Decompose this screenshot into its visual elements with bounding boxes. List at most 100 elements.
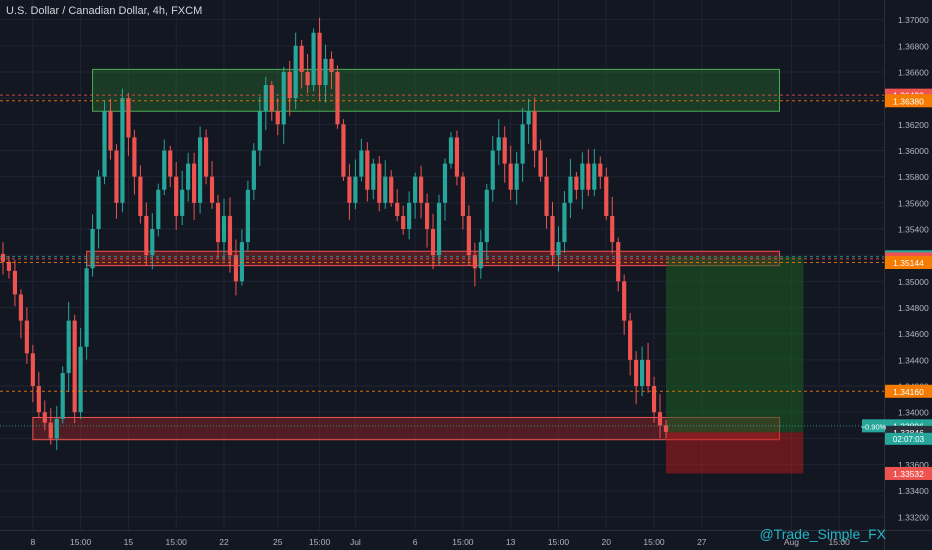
candle-body	[18, 294, 23, 321]
candle-body	[454, 137, 460, 177]
chart-title: U.S. Dollar / Canadian Dollar, 4h, FXCM	[6, 5, 203, 17]
candle-body	[54, 418, 59, 439]
price-label-box	[885, 384, 932, 398]
x-tick-label: 15:00	[309, 537, 331, 547]
candle-body	[436, 202, 442, 256]
y-tick-label: 1.34000	[898, 408, 929, 418]
y-tick-label: 1.33400	[898, 486, 929, 496]
candle-body	[395, 202, 400, 216]
y-tick-label: 1.34600	[898, 329, 929, 339]
y-tick-label: 1.36000	[898, 146, 929, 156]
change-badge	[862, 419, 885, 433]
candle-body	[634, 359, 639, 387]
horizontal-lines-layer	[0, 94, 884, 427]
candle-body	[645, 359, 651, 387]
x-tick-label: 15:00	[548, 537, 570, 547]
candle-body	[126, 98, 131, 138]
watermark: @Trade_Simple_FX	[759, 526, 886, 542]
candle-body	[221, 215, 227, 243]
candle-body	[138, 176, 143, 216]
candle-body	[616, 242, 621, 282]
candle-body	[371, 163, 376, 190]
candle-body	[174, 176, 179, 216]
candle-body	[335, 71, 340, 125]
candle-body	[341, 124, 346, 177]
y-tick-label: 1.35600	[898, 198, 929, 208]
time-axis[interactable]: 8 15:00 15 15:00 22 25 15:00 Jul 6 15:00 13 15:00 20…	[0, 530, 932, 548]
candle-body	[48, 422, 53, 439]
candle-body	[263, 85, 268, 112]
candle-body	[419, 176, 424, 203]
candle-body	[311, 32, 316, 86]
candle-body	[275, 111, 280, 125]
candle-body	[472, 255, 477, 269]
candle-body	[12, 270, 18, 295]
x-tick-label: 8	[30, 537, 35, 547]
candle-body	[407, 202, 412, 230]
candle-body	[6, 261, 12, 271]
candle-body	[287, 71, 292, 99]
candle-body	[478, 242, 483, 269]
candle-body	[359, 150, 364, 177]
candle-body	[78, 346, 83, 413]
candle-body	[120, 98, 125, 203]
candle-body	[538, 150, 543, 177]
candle-body	[30, 353, 35, 387]
zone-rect	[92, 68, 780, 112]
candle-body	[215, 202, 221, 243]
candle-body	[168, 150, 173, 177]
candle-body	[442, 163, 448, 203]
candle-body	[329, 58, 334, 72]
candle-body	[72, 320, 77, 413]
candle-body	[233, 255, 239, 282]
zones-layer	[32, 68, 804, 474]
x-tick-label: 15:00	[166, 537, 188, 547]
candle-body	[532, 111, 537, 151]
candle-body	[317, 32, 322, 86]
position-profit-zone	[665, 256, 804, 433]
candle-body	[144, 215, 149, 256]
candle-body	[466, 215, 471, 256]
candle-body	[383, 176, 388, 203]
price-label-text: 1.35144	[893, 258, 924, 268]
x-tick-label: Aug	[784, 537, 799, 547]
candle-body	[66, 320, 71, 373]
candle-body	[36, 386, 41, 413]
x-tick-label: 15:00	[70, 537, 92, 547]
candle-body	[604, 176, 609, 216]
candle-body	[484, 189, 489, 243]
candle-body	[84, 268, 89, 347]
candle-body	[496, 137, 501, 151]
x-tick-label: 25	[273, 537, 283, 547]
price-label-box	[885, 94, 932, 108]
candle-body	[186, 163, 191, 190]
candle-body	[353, 176, 358, 203]
candle-body	[96, 176, 101, 230]
price-axis[interactable]: 1.370001.368001.366001.364001.362001.360…	[861, 0, 932, 550]
candle-body	[592, 163, 597, 190]
candle-body	[556, 242, 561, 256]
x-tick-label: 27	[697, 537, 707, 547]
y-tick-label: 1.33200	[898, 512, 929, 522]
candle-body	[60, 372, 65, 419]
candle-body	[610, 215, 615, 243]
countdown-box	[885, 432, 932, 445]
candle-body	[257, 111, 262, 151]
candle-body	[365, 150, 370, 190]
y-tick-label: 1.36800	[898, 41, 929, 51]
y-tick-label: 1.34800	[898, 303, 929, 313]
y-tick-label: 1.36600	[898, 67, 929, 77]
y-tick-label: 1.36200	[898, 120, 929, 130]
candle-body	[245, 189, 250, 243]
candle-body	[544, 176, 549, 216]
price-label-box	[885, 466, 932, 480]
candle-body	[401, 215, 406, 230]
candle-body	[502, 137, 507, 164]
candle-body	[514, 163, 519, 190]
x-tick-label: 15:00	[452, 537, 474, 547]
candle-body	[663, 425, 669, 432]
price-label-box	[885, 256, 932, 270]
candle-body	[132, 137, 137, 177]
x-tick-label: 15	[124, 537, 134, 547]
